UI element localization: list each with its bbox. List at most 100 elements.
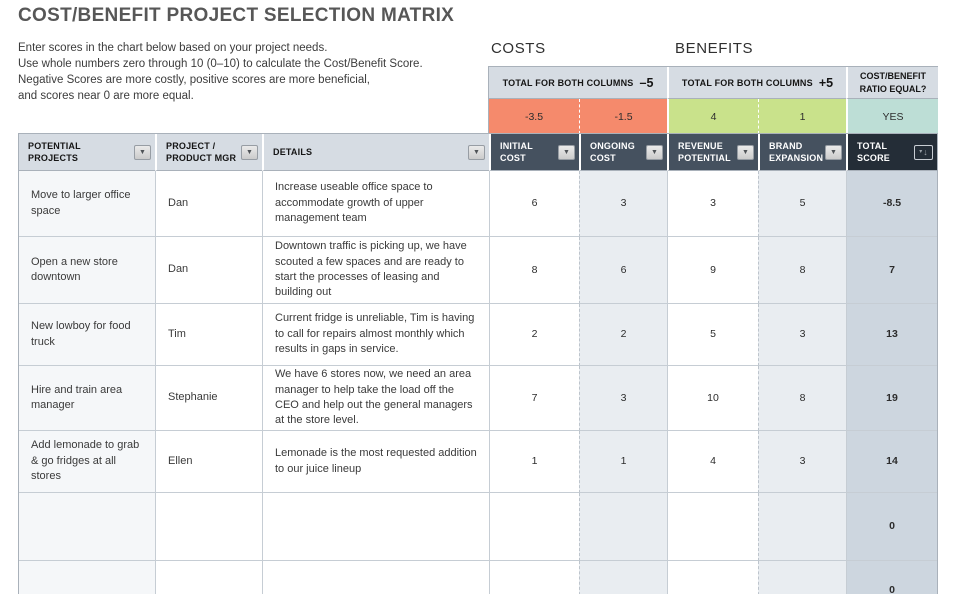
filter-button-ongoing-cost[interactable]: ▼ (646, 144, 663, 160)
brand-expansion-cell[interactable]: 5 (758, 171, 846, 237)
manager-cell[interactable]: Dan (155, 171, 262, 237)
benefits-total-header: TOTAL FOR BOTH COLUMNS +5 (667, 67, 846, 99)
revenue-potential-cell[interactable]: 4 (667, 431, 758, 493)
ratio-value-cell[interactable]: YES (846, 99, 938, 134)
details-cell[interactable]: Downtown traffic is picking up, we have … (262, 237, 489, 304)
column-header-label: TOTAL SCORE (857, 140, 891, 163)
initial-cost-cell[interactable]: 7 (489, 366, 579, 431)
costs-section-label: COSTS (491, 40, 546, 57)
benefits-brand-total-cell[interactable]: 1 (758, 99, 846, 134)
initial-cost-cell[interactable]: 8 (489, 237, 579, 304)
revenue-potential-cell[interactable]: 9 (667, 237, 758, 304)
ongoing-cost-cell[interactable]: 6 (579, 237, 667, 304)
revenue-potential-cell[interactable] (667, 493, 758, 561)
project-cell[interactable]: Hire and train area manager (19, 366, 155, 431)
project-cell[interactable]: Move to larger office space (19, 171, 155, 237)
column-header-initial-cost: INITIAL COST ▼ (489, 134, 579, 171)
page-title: COST/BENEFIT PROJECT SELECTION MATRIX (18, 5, 455, 26)
project-cell[interactable]: New lowboy for food truck (19, 304, 155, 366)
costs-total-target: –5 (639, 75, 654, 90)
project-cell[interactable] (19, 493, 155, 561)
details-cell[interactable]: Current fridge is unreliable, Tim is hav… (262, 304, 489, 366)
project-cell[interactable]: Add lemonade to grab & go fridges at all… (19, 431, 155, 493)
sort-filter-button-total-score[interactable]: ▾ ↓ (914, 144, 933, 160)
ongoing-cost-cell[interactable]: 1 (579, 431, 667, 493)
ongoing-cost-cell[interactable]: 3 (579, 171, 667, 237)
brand-expansion-cell[interactable] (758, 493, 846, 561)
filter-icon: ▼ (742, 148, 749, 156)
intro-line: and scores near 0 are more equal. (18, 90, 194, 102)
revenue-potential-cell[interactable]: 3 (667, 171, 758, 237)
initial-cost-cell[interactable] (489, 561, 579, 594)
initial-cost-cell[interactable]: 6 (489, 171, 579, 237)
manager-cell[interactable]: Dan (155, 237, 262, 304)
details-cell[interactable]: Increase useable office space to accommo… (262, 171, 489, 237)
filter-button-details[interactable]: ▼ (468, 144, 485, 160)
column-header-project-mgr: PROJECT / PRODUCT MGR ▼ (155, 134, 262, 171)
benefits-total-header-label: TOTAL FOR BOTH COLUMNS (681, 77, 813, 88)
details-cell[interactable]: We have 6 stores now, we need an area ma… (262, 366, 489, 431)
brand-expansion-cell[interactable]: 8 (758, 237, 846, 304)
filter-icon: ▼ (246, 148, 253, 156)
filter-icon: ▼ (830, 148, 837, 156)
filter-button-project-mgr[interactable]: ▼ (241, 144, 258, 160)
manager-cell[interactable]: Stephanie (155, 366, 262, 431)
total-score-cell[interactable]: 7 (846, 237, 937, 304)
initial-cost-cell[interactable] (489, 493, 579, 561)
filter-button-initial-cost[interactable]: ▼ (558, 144, 575, 160)
brand-expansion-cell[interactable]: 8 (758, 366, 846, 431)
revenue-potential-cell[interactable] (667, 561, 758, 594)
filter-icon: ▼ (651, 148, 658, 156)
initial-cost-cell[interactable]: 1 (489, 431, 579, 493)
benefits-revenue-total-cell[interactable]: 4 (667, 99, 758, 134)
brand-expansion-cell[interactable]: 3 (758, 304, 846, 366)
filter-icon: ▾ (919, 149, 923, 155)
column-header-potential-projects: POTENTIAL PROJECTS ▼ (19, 134, 155, 171)
project-cell[interactable] (19, 561, 155, 594)
ongoing-cost-cell[interactable] (579, 493, 667, 561)
filter-icon: ▼ (139, 148, 146, 156)
total-score-cell[interactable]: 0 (846, 493, 937, 561)
brand-expansion-cell[interactable]: 3 (758, 431, 846, 493)
total-score-cell[interactable]: -8.5 (846, 171, 937, 237)
intro-line: Enter scores in the chart below based on… (18, 42, 328, 54)
column-header-revenue-potential: REVENUE POTENTIAL ▼ (667, 134, 758, 171)
initial-cost-cell[interactable]: 2 (489, 304, 579, 366)
ongoing-cost-cell[interactable] (579, 561, 667, 594)
total-score-cell[interactable]: 14 (846, 431, 937, 493)
manager-cell[interactable] (155, 561, 262, 594)
filter-button-potential-projects[interactable]: ▼ (134, 144, 151, 160)
filter-button-revenue-potential[interactable]: ▼ (737, 144, 754, 160)
column-header-label: REVENUE POTENTIAL (678, 140, 731, 163)
brand-expansion-cell[interactable] (758, 561, 846, 594)
filter-icon: ▼ (563, 148, 570, 156)
revenue-potential-cell[interactable]: 5 (667, 304, 758, 366)
details-cell[interactable] (262, 493, 489, 561)
filter-button-brand-expansion[interactable]: ▼ (825, 144, 842, 160)
manager-cell[interactable]: Ellen (155, 431, 262, 493)
costs-total-header-label: TOTAL FOR BOTH COLUMNS (502, 77, 634, 88)
intro-line: Use whole numbers zero through 10 (0–10)… (18, 58, 423, 70)
project-cell[interactable]: Open a new store downtown (19, 237, 155, 304)
ratio-header: COST/BENEFIT RATIO EQUAL? (846, 67, 938, 99)
costs-ongoing-total-cell[interactable]: -1.5 (579, 99, 667, 134)
column-header-total-score: TOTAL SCORE ▾ ↓ (846, 134, 937, 171)
project-matrix-table: POTENTIAL PROJECTS ▼ PROJECT / PRODUCT M… (18, 133, 938, 594)
manager-cell[interactable]: Tim (155, 304, 262, 366)
ongoing-cost-cell[interactable]: 2 (579, 304, 667, 366)
column-header-brand-expansion: BRAND EXPANSION ▼ (758, 134, 846, 171)
revenue-potential-cell[interactable]: 10 (667, 366, 758, 431)
total-score-cell[interactable]: 19 (846, 366, 937, 431)
ongoing-cost-cell[interactable]: 3 (579, 366, 667, 431)
intro-text: Enter scores in the chart below based on… (18, 40, 423, 104)
details-cell[interactable] (262, 561, 489, 594)
manager-cell[interactable] (155, 493, 262, 561)
details-cell[interactable]: Lemonade is the most requested addition … (262, 431, 489, 493)
column-header-details: DETAILS ▼ (262, 134, 489, 171)
summary-table: TOTAL FOR BOTH COLUMNS –5 TOTAL FOR BOTH… (488, 66, 938, 135)
column-header-label: ONGOING COST (590, 140, 635, 163)
costs-initial-total-cell[interactable]: -3.5 (489, 99, 579, 134)
total-score-cell[interactable]: 0 (846, 561, 937, 594)
benefits-total-target: +5 (818, 75, 834, 90)
total-score-cell[interactable]: 13 (846, 304, 937, 366)
